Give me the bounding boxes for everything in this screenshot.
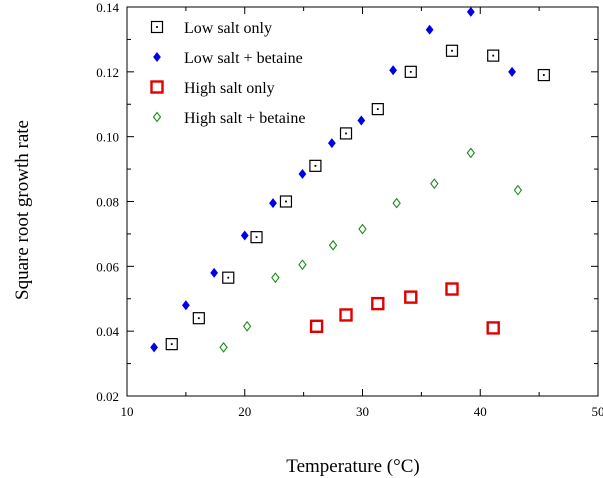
y-tick-labels: 0.02 0.04 0.06 0.08 0.10 0.12 0.14 <box>96 0 119 404</box>
data-point <box>371 296 385 311</box>
data-point <box>508 66 516 77</box>
data-point <box>466 6 475 17</box>
series-1 <box>150 6 516 353</box>
data-point <box>309 159 322 172</box>
data-point <box>445 282 459 296</box>
data-point <box>192 312 205 325</box>
y-tick-label: 0.08 <box>96 195 119 210</box>
data-point <box>371 103 384 116</box>
data-point <box>279 195 293 208</box>
data-point <box>309 319 324 334</box>
data-point <box>150 342 158 353</box>
legend-marker <box>150 20 164 34</box>
data-point <box>328 138 336 149</box>
legend-label: High salt + betaine <box>184 110 305 127</box>
x-tick-label: 10 <box>121 404 134 419</box>
y-tick-label: 0.10 <box>96 130 119 145</box>
data-point <box>165 338 178 351</box>
y-tick-label: 0.14 <box>96 0 119 15</box>
y-tick-label: 0.04 <box>96 324 119 339</box>
y-axis-label: Square root growth rate <box>12 120 33 300</box>
data-point <box>339 127 353 140</box>
series-3 <box>219 147 523 353</box>
data-point <box>486 321 500 335</box>
x-tick-labels: 10 20 30 40 50 <box>121 404 603 419</box>
x-tick-label: 30 <box>356 404 369 419</box>
data-point <box>445 44 459 57</box>
series-2 <box>309 282 500 335</box>
data-point <box>466 147 476 159</box>
x-axis-label: Temperature (°C) <box>286 456 419 477</box>
legend-marker <box>153 52 161 62</box>
y-tick-label: 0.12 <box>96 65 119 80</box>
data-point <box>392 197 401 209</box>
data-point <box>404 65 417 78</box>
data-point <box>339 308 353 322</box>
data-point <box>513 184 523 196</box>
data-point <box>219 341 228 353</box>
data-point <box>358 223 367 235</box>
data-point <box>430 178 439 190</box>
x-tick-label: 20 <box>238 404 251 419</box>
x-tick-label: 50 <box>592 404 603 419</box>
data-point <box>298 259 307 271</box>
data-point <box>389 65 397 76</box>
legend-label: High salt only <box>184 80 275 97</box>
x-tick-label: 40 <box>474 404 487 419</box>
data-point <box>537 68 550 82</box>
legend: Low salt only Low salt + betaine High salt… <box>150 20 305 127</box>
data-point <box>328 239 338 251</box>
data-point <box>222 271 235 284</box>
y-tick-label: 0.06 <box>96 259 119 274</box>
data-point <box>240 230 249 241</box>
data-point <box>271 272 280 284</box>
data-point <box>269 198 277 209</box>
data-point <box>404 290 418 304</box>
data-point <box>181 300 190 311</box>
data-point <box>357 115 366 126</box>
legend-marker <box>150 80 164 94</box>
series-0 <box>165 44 550 351</box>
data-points <box>150 6 550 353</box>
data-point <box>242 320 252 332</box>
data-point <box>487 49 500 62</box>
legend-label: Low salt only <box>184 20 272 37</box>
data-point <box>210 267 219 278</box>
data-point <box>425 24 434 35</box>
data-point <box>298 168 307 179</box>
data-point <box>250 231 263 244</box>
legend-label: Low salt + betaine <box>184 50 303 67</box>
axis-ticks <box>126 6 599 397</box>
y-tick-label: 0.02 <box>96 389 119 404</box>
legend-marker <box>152 111 162 123</box>
